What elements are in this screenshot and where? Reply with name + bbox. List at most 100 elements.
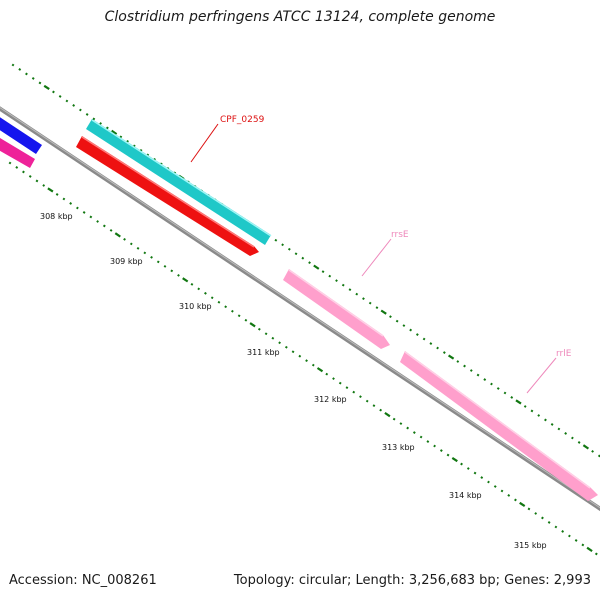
inner-tick <box>406 426 410 430</box>
inner-tick <box>594 552 598 556</box>
inner-tick <box>384 411 391 418</box>
inner-tick <box>231 309 234 313</box>
inner-tick <box>399 422 403 426</box>
outer-tick <box>274 238 278 242</box>
scale-label-308: 308 kbp <box>40 212 73 221</box>
rrle-feature <box>400 351 598 501</box>
inner-tick <box>123 237 126 241</box>
outer-tick <box>301 256 305 260</box>
inner-tick <box>244 318 248 322</box>
inner-tick <box>446 453 450 457</box>
outer-tick-ring <box>11 63 600 458</box>
inner-tick <box>210 296 214 300</box>
outer-tick <box>294 252 298 256</box>
inner-tick <box>96 220 99 223</box>
scale-label-309: 309 kbp <box>110 257 143 266</box>
outer-tick <box>515 399 522 405</box>
inner-tick <box>224 305 228 309</box>
inner-tick <box>507 494 511 497</box>
scale-label-314: 314 kbp <box>449 491 482 500</box>
outer-tick <box>11 63 15 67</box>
inner-tick <box>379 408 383 412</box>
inner-tick <box>433 444 436 448</box>
inner-tick <box>527 507 531 511</box>
outer-tick <box>308 261 311 265</box>
outer-tick <box>415 333 419 336</box>
inner-tick <box>426 440 430 443</box>
outer-tick <box>58 95 62 98</box>
outer-tick <box>510 396 514 399</box>
inner-tick <box>284 345 288 349</box>
outer-tick <box>52 90 55 94</box>
outer-tick <box>72 104 76 107</box>
scale-label-312: 312 kbp <box>314 395 347 404</box>
outer-tick <box>85 113 89 116</box>
inner-tick <box>257 327 261 331</box>
outer-tick <box>153 157 156 161</box>
outer-tick <box>92 117 96 121</box>
outer-tick <box>287 247 291 251</box>
inner-tick <box>129 242 133 246</box>
outer-tick <box>18 68 22 71</box>
outer-tick <box>126 139 129 143</box>
outer-tick <box>105 126 109 130</box>
outer-tick <box>442 351 446 354</box>
outer-tick <box>341 283 345 287</box>
outer-tick <box>544 418 547 422</box>
outer-tick <box>380 309 387 315</box>
inner-tick <box>237 314 241 318</box>
outer-tick <box>146 153 150 157</box>
outer-tick <box>483 378 487 381</box>
inner-tick <box>76 206 79 210</box>
outer-tick <box>537 414 541 417</box>
cpf-label: CPF_0259 <box>220 115 265 125</box>
inner-tick <box>264 332 268 336</box>
accession-text: Accession: NC_008261 <box>9 573 157 588</box>
outer-tick <box>463 364 466 368</box>
inner-tick <box>55 193 59 196</box>
inner-tick <box>249 322 256 328</box>
inner-tick <box>561 530 565 533</box>
outer-tick <box>348 288 352 292</box>
inner-tick <box>47 187 54 193</box>
outer-tick <box>496 387 500 390</box>
scale-label-313: 313 kbp <box>382 443 415 452</box>
inner-tick <box>500 489 504 493</box>
outer-tick <box>456 360 460 363</box>
inner-tick <box>352 390 356 394</box>
inner-tick <box>102 224 106 228</box>
inner-tick <box>190 282 194 286</box>
outer-tick <box>436 346 439 350</box>
inner-tick <box>156 260 160 264</box>
inner-tick <box>182 277 189 283</box>
inner-tick <box>136 246 140 250</box>
outer-tick <box>564 432 568 435</box>
inner-tick <box>69 202 73 205</box>
outer-tick <box>409 328 413 332</box>
inner-tick-ring <box>8 161 598 556</box>
outer-tick <box>110 129 118 136</box>
inner-tick <box>547 521 551 524</box>
outer-tick <box>490 382 493 386</box>
outer-tick <box>159 162 163 166</box>
inner-tick <box>163 264 167 268</box>
inner-tick <box>278 341 281 345</box>
outer-tick <box>503 391 507 395</box>
inner-tick <box>271 336 275 340</box>
inner-tick <box>514 498 517 502</box>
cds-reverse-edge <box>81 136 255 248</box>
outer-tick <box>79 108 82 112</box>
outer-tick <box>523 405 527 408</box>
outer-tick <box>335 279 338 283</box>
outer-tick <box>31 77 35 80</box>
inner-tick <box>451 456 458 463</box>
inner-tick <box>359 395 362 399</box>
inner-tick <box>42 184 46 187</box>
inner-tick <box>28 175 32 178</box>
outer-tick <box>530 409 534 413</box>
genome-backbone <box>0 106 600 512</box>
cds-forward-edge <box>91 119 272 237</box>
outer-tick <box>281 243 284 247</box>
inner-tick <box>534 512 538 515</box>
